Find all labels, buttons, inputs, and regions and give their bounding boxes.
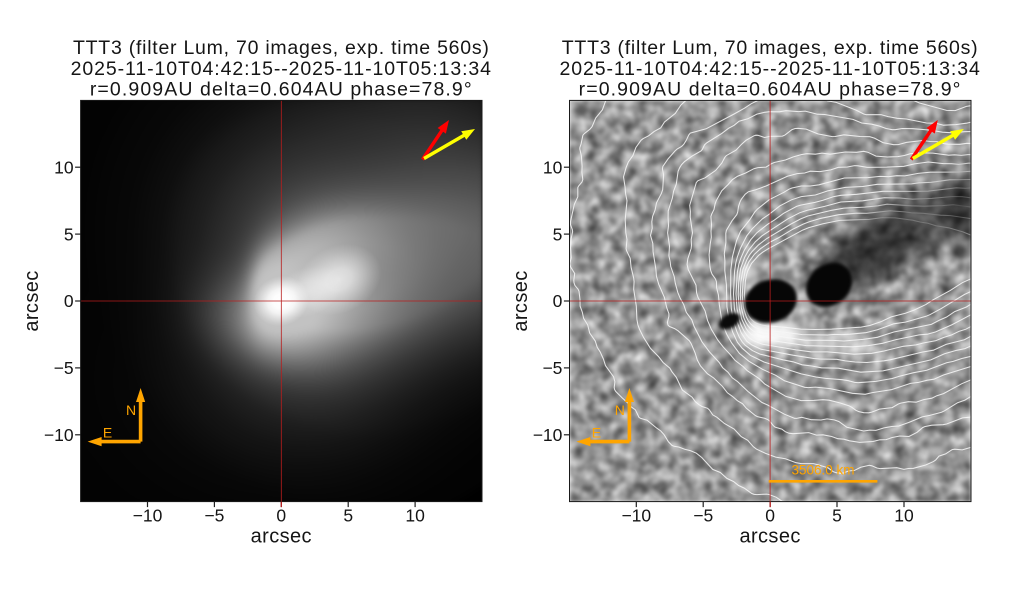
svg-text:5: 5: [832, 506, 842, 526]
svg-text:arcsec: arcsec: [739, 526, 800, 548]
svg-text:0: 0: [64, 291, 74, 311]
svg-text:10: 10: [405, 506, 425, 526]
svg-text:5: 5: [343, 506, 353, 526]
svg-text:−10: −10: [621, 506, 651, 526]
svg-text:10: 10: [54, 157, 74, 177]
svg-text:−10: −10: [44, 425, 74, 445]
svg-text:arcsec: arcsec: [21, 270, 43, 331]
svg-text:E: E: [592, 425, 601, 441]
svg-text:2025-11-10T04:42:15--2025-11-1: 2025-11-10T04:42:15--2025-11-10T05:13:34: [559, 58, 980, 80]
svg-text:−5: −5: [542, 358, 562, 378]
svg-text:TTT3 (filter Lum, 70 images, e: TTT3 (filter Lum, 70 images, exp. time 5…: [73, 37, 490, 59]
svg-text:0: 0: [553, 291, 563, 311]
svg-text:E: E: [103, 425, 112, 441]
svg-text:arcsec: arcsec: [510, 270, 532, 331]
svg-text:r=0.909AU delta=0.604AU phase=: r=0.909AU delta=0.604AU phase=78.9°: [579, 79, 962, 101]
svg-text:N: N: [615, 402, 625, 418]
svg-text:3506.0 km: 3506.0 km: [791, 463, 854, 478]
svg-text:TTT3 (filter Lum, 70 images, e: TTT3 (filter Lum, 70 images, exp. time 5…: [562, 37, 979, 59]
svg-text:−5: −5: [693, 506, 713, 526]
svg-text:N: N: [126, 402, 136, 418]
svg-text:0: 0: [276, 506, 286, 526]
svg-text:−5: −5: [204, 506, 224, 526]
svg-text:r=0.909AU delta=0.604AU phase=: r=0.909AU delta=0.604AU phase=78.9°: [90, 79, 473, 101]
svg-text:5: 5: [64, 224, 74, 244]
svg-text:10: 10: [894, 506, 914, 526]
svg-text:10: 10: [543, 157, 563, 177]
svg-text:arcsec: arcsec: [251, 526, 312, 548]
svg-text:−10: −10: [133, 506, 163, 526]
svg-text:0: 0: [765, 506, 775, 526]
svg-text:−5: −5: [54, 358, 74, 378]
svg-text:5: 5: [553, 224, 563, 244]
svg-text:2025-11-10T04:42:15--2025-11-1: 2025-11-10T04:42:15--2025-11-10T05:13:34: [71, 58, 492, 80]
svg-text:−10: −10: [533, 425, 563, 445]
